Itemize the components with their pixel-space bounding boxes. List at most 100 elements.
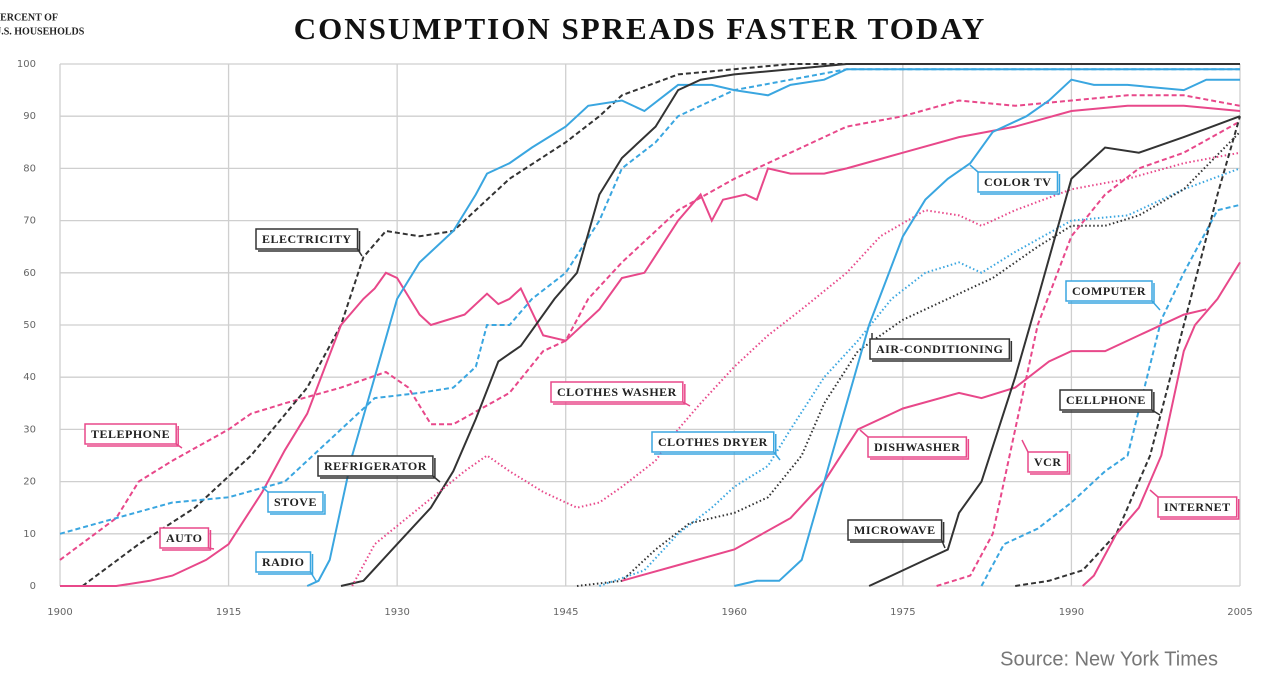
label-box: [1157, 496, 1238, 518]
series-label: CLOTHES DRYER: [651, 431, 781, 461]
series-line: [59, 94, 1241, 561]
label-leader: [258, 554, 317, 582]
label-box: [1059, 389, 1153, 411]
legend-label: ELECTRICITY: [262, 232, 352, 246]
series-line: [351, 151, 1241, 587]
series-line: [1082, 261, 1241, 587]
series-line: [980, 203, 1241, 587]
series-label: TELEPHONE: [84, 423, 183, 449]
series-line: [340, 63, 1240, 587]
y-tick-label: 80: [23, 163, 36, 174]
series-label: COMPUTER: [1065, 280, 1161, 311]
legend-label: TELEPHONE: [91, 427, 170, 441]
legend-label: CLOTHES DRYER: [658, 435, 768, 449]
legend-label: VCR: [1034, 455, 1062, 469]
y-tick-label: 30: [23, 424, 36, 435]
legend-label: REFRIGERATOR: [324, 459, 427, 473]
x-tick-label: 2005: [1227, 607, 1252, 618]
label-leader: [261, 486, 326, 515]
y-tick-label: 60: [23, 268, 36, 279]
y-tick-label: 70: [23, 216, 36, 227]
label-leader: [258, 231, 363, 257]
y-tick-label: 20: [23, 477, 36, 488]
label-box: [847, 519, 943, 541]
series-label: ELECTRICITY: [255, 228, 363, 257]
legend-label: COMPUTER: [1072, 284, 1146, 298]
legend-label: INTERNET: [1164, 500, 1231, 514]
legend-label: COLOR TV: [984, 175, 1051, 189]
label-leader: [1149, 489, 1240, 520]
label-leader: [553, 384, 691, 407]
y-tick-label: 0: [30, 581, 36, 592]
series-label: DISHWASHER: [859, 429, 970, 460]
legend-label: CLOTHES WASHER: [557, 385, 677, 399]
x-tick-label: 1930: [384, 607, 409, 618]
x-tick-label: 1945: [553, 607, 578, 618]
series-line: [621, 308, 1207, 582]
series-line: [936, 120, 1241, 587]
label-box: [255, 551, 312, 573]
label-leader: [87, 426, 183, 449]
label-box: [869, 338, 1011, 360]
x-tick-label: 1915: [216, 607, 241, 618]
label-leader: [654, 434, 781, 461]
label-leader: [850, 522, 946, 549]
series-line: [734, 78, 1240, 587]
label-leader: [859, 429, 970, 460]
legend-label: AIR-CONDITIONING: [876, 342, 1003, 356]
series-label: INTERNET: [1149, 489, 1240, 520]
legend-label: DISHWASHER: [874, 440, 960, 454]
series-line: [59, 68, 1240, 535]
label-box: [255, 228, 359, 250]
label-leader: [1021, 439, 1071, 475]
series-label: AIR-CONDITIONING: [869, 333, 1013, 362]
series-label: STOVE: [261, 486, 326, 515]
label-box: [867, 436, 968, 458]
series-label: AUTO: [159, 527, 215, 551]
x-tick-label: 1975: [890, 607, 915, 618]
label-leader: [871, 333, 1013, 362]
series-label: VCR: [1021, 439, 1071, 475]
label-box: [1027, 451, 1069, 473]
series-line: [306, 68, 1240, 587]
chart-title: CONSUMPTION SPREADS FASTER TODAY: [294, 11, 986, 46]
legend-label: RADIO: [262, 555, 305, 569]
label-leader: [162, 530, 215, 551]
legend-label: CELLPHONE: [1066, 393, 1146, 407]
x-tick-label: 1960: [722, 607, 747, 618]
label-leader: [1068, 283, 1161, 311]
legend-label: AUTO: [166, 531, 202, 545]
label-leader: [969, 164, 1061, 195]
series-label: REFRIGERATOR: [317, 455, 441, 483]
series-line: [599, 167, 1241, 587]
label-box: [977, 171, 1059, 193]
series-line: [868, 115, 1241, 587]
label-box: [267, 491, 324, 513]
y-tick-label: 100: [17, 59, 36, 70]
series-label: CELLPHONE: [1059, 389, 1161, 416]
y-axis-label: PERCENT OF: [0, 12, 58, 23]
series-label: RADIO: [255, 551, 317, 582]
x-tick-label: 1990: [1059, 607, 1084, 618]
y-tick-label: 50: [23, 320, 36, 331]
legend-label: MICROWAVE: [854, 523, 936, 537]
series-label: CLOTHES WASHER: [550, 381, 691, 407]
series-label: COLOR TV: [969, 164, 1061, 195]
y-axis-label: U.S. HOUSEHOLDS: [0, 26, 85, 37]
y-tick-label: 10: [23, 529, 36, 540]
x-tick-label: 1900: [47, 607, 72, 618]
y-tick-label: 40: [23, 372, 36, 383]
y-tick-label: 90: [23, 111, 36, 122]
series-line: [1015, 115, 1241, 587]
label-box: [84, 423, 177, 445]
label-box: [317, 455, 434, 477]
series-line: [576, 131, 1241, 587]
label-leader: [1062, 392, 1161, 416]
series-line: [60, 104, 1241, 587]
legend-label: STOVE: [274, 495, 317, 509]
source: Source: New York Times: [1000, 648, 1218, 670]
label-leader: [320, 458, 441, 483]
label-box: [651, 431, 775, 453]
label-box: [159, 527, 210, 549]
